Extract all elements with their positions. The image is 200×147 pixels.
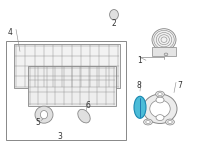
Bar (28, 66, 116, 106)
Ellipse shape (156, 115, 164, 121)
Bar (14, 44, 120, 88)
Ellipse shape (152, 29, 176, 51)
Ellipse shape (78, 109, 90, 123)
Text: 6: 6 (86, 101, 90, 110)
Ellipse shape (150, 100, 170, 118)
Ellipse shape (168, 121, 172, 123)
Ellipse shape (35, 106, 53, 123)
Text: 1: 1 (138, 56, 142, 65)
Ellipse shape (144, 119, 152, 125)
Bar (6, 41, 126, 140)
Ellipse shape (110, 10, 118, 20)
Ellipse shape (40, 111, 48, 119)
Ellipse shape (158, 93, 162, 96)
Text: 8: 8 (137, 81, 141, 90)
Text: 2: 2 (112, 19, 116, 28)
Ellipse shape (156, 91, 164, 97)
Text: 7: 7 (178, 81, 182, 90)
Bar (152, 47, 176, 56)
Ellipse shape (156, 97, 164, 103)
Text: 4: 4 (8, 28, 12, 37)
Ellipse shape (164, 53, 168, 56)
Text: 3: 3 (58, 132, 62, 141)
Ellipse shape (146, 121, 150, 123)
Text: 5: 5 (36, 117, 40, 127)
Ellipse shape (134, 96, 146, 118)
Ellipse shape (143, 94, 177, 123)
Ellipse shape (166, 119, 174, 125)
